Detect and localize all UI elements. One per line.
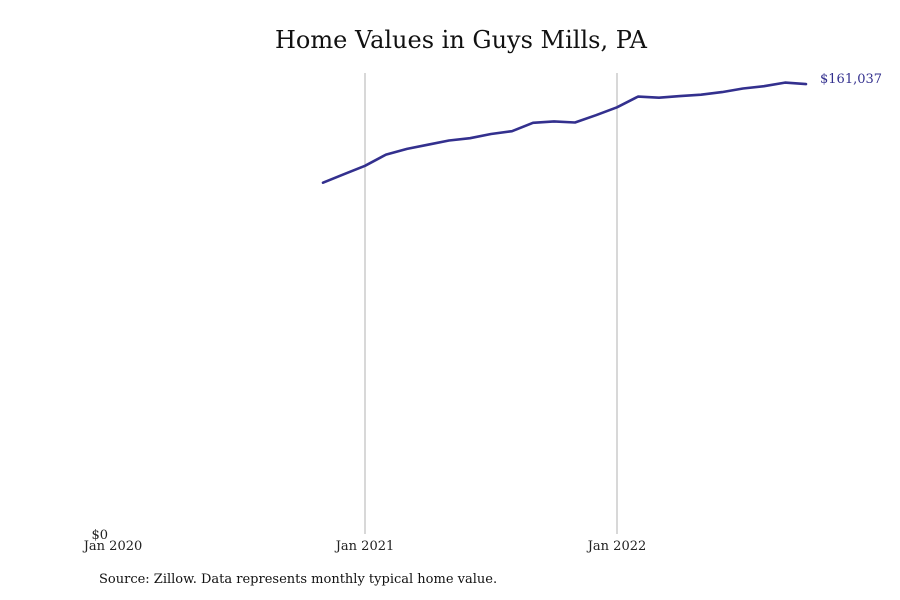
label-layer: $161,037 <box>820 72 882 87</box>
chart-source: Source: Zillow. Data represents monthly … <box>99 572 498 587</box>
end-value-label: $161,037 <box>820 72 882 87</box>
series-layer <box>321 81 808 184</box>
x-tick-label: Jan 2021 <box>334 539 395 554</box>
grid-lines <box>364 73 618 534</box>
x-tick-label: Jan 2020 <box>82 539 143 554</box>
series-line <box>321 81 808 184</box>
x-tick-label: Jan 2022 <box>586 539 647 554</box>
axis-ticks: Jan 2020 Jan 2021 Jan 2022 $0 <box>82 528 647 554</box>
y-tick-label: $0 <box>91 528 108 543</box>
chart-title: Home Values in Guys Mills, PA <box>274 26 648 54</box>
